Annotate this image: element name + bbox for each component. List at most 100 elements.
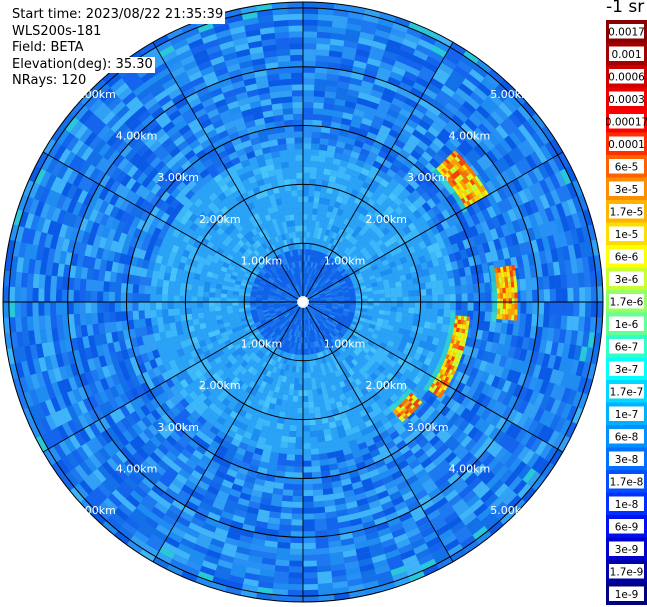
ppi-cell: [363, 322, 371, 328]
ppi-cell: [91, 312, 99, 325]
ppi-cell: [331, 292, 338, 296]
ppi-cell: [484, 251, 493, 263]
ppi-cell: [533, 211, 544, 226]
ppi-cell: [388, 320, 396, 327]
ppi-cell: [353, 164, 363, 173]
ppi-cell: [518, 267, 526, 280]
ppi-cell: [323, 277, 330, 283]
ppi-cell: [449, 302, 456, 310]
ppi-cell: [476, 199, 487, 212]
ppi-cell: [414, 295, 421, 302]
ppi-cell: [173, 288, 181, 296]
ppi-cell: [315, 61, 329, 68]
ppi-cell: [378, 289, 385, 294]
ppi-cell: [338, 129, 349, 138]
ppi-cell: [319, 458, 329, 466]
ppi-cell: [372, 140, 384, 150]
ppi-cell: [507, 195, 518, 209]
ppi-cell: [414, 160, 425, 171]
ppi-cell: [314, 518, 327, 526]
ppi-cell: [310, 288, 316, 294]
ppi-cell: [61, 289, 68, 302]
ppi-cell: [400, 128, 412, 140]
ppi-cell: [488, 92, 503, 107]
ppi-cell: [303, 595, 319, 603]
ppi-cell: [332, 268, 338, 275]
ppi-cell: [331, 306, 338, 310]
ppi-cell: [337, 276, 344, 282]
ppi-cell: [331, 21, 348, 29]
ppi-cell: [440, 219, 450, 230]
ppi-cell: [434, 180, 445, 191]
ppi-cell: [291, 407, 298, 414]
ppi-cell: [366, 227, 374, 236]
ppi-cell: [295, 372, 300, 379]
ppi-cell: [521, 254, 530, 267]
ppi-cell: [373, 298, 380, 302]
ppi-cell: [460, 122, 474, 136]
ppi-cell: [432, 242, 441, 252]
ppi-cell: [425, 228, 434, 238]
ppi-cell: [325, 262, 331, 269]
ppi-cell: [319, 144, 328, 151]
ppi-cell: [363, 276, 371, 282]
ppi-cell: [50, 302, 57, 316]
ppi-cell: [330, 311, 337, 315]
ppi-cell: [317, 155, 326, 163]
ppi-cell: [316, 429, 325, 437]
ppi-cell: [354, 225, 363, 234]
ppi-cell: [522, 172, 534, 188]
ppi-cell: [344, 304, 350, 307]
ppi-cell: [286, 454, 295, 461]
ppi-cell: [513, 128, 527, 143]
ppi-cell: [307, 294, 313, 299]
ppi-cell: [312, 262, 316, 269]
ppi-cell: [501, 344, 511, 357]
ppi-cell: [518, 348, 528, 362]
ppi-cell: [482, 136, 495, 151]
ppi-cell: [395, 183, 406, 193]
ppi-cell: [293, 478, 303, 485]
ppi-cell: [306, 279, 310, 285]
ppi-cell: [339, 160, 349, 168]
ppi-cell: [303, 254, 306, 261]
ppi-cell: [347, 220, 355, 228]
ppi-cell: [303, 466, 312, 473]
ppi-cell: [373, 218, 382, 228]
ppi-cell: [343, 40, 358, 49]
ppi-cell: [382, 319, 390, 325]
ppi-cell: [341, 52, 356, 61]
ppi-cell: [573, 287, 580, 302]
ppi-cell: [156, 286, 163, 295]
ppi-cell: [359, 285, 367, 290]
ppi-cell: [366, 100, 379, 110]
ppi-cell: [317, 258, 323, 265]
ppi-cell: [436, 201, 447, 213]
ppi-cell: [305, 249, 309, 256]
ppi-cell: [390, 311, 397, 317]
ppi-cell: [318, 197, 325, 205]
ppi-cell: [150, 278, 158, 287]
ppi-cell: [306, 273, 310, 279]
ppi-cell: [376, 23, 393, 34]
ppi-cell: [144, 302, 151, 311]
ppi-cell: [319, 259, 325, 266]
ppi-cell: [581, 256, 590, 273]
ppi-cell: [341, 230, 348, 238]
ppi-cell: [320, 282, 326, 288]
ppi-cell: [589, 317, 597, 333]
ppi-cell: [341, 270, 348, 277]
ppi-cell: [498, 236, 508, 249]
ppi-cell: [347, 228, 355, 236]
ppi-cell: [424, 130, 437, 142]
ppi-cell: [431, 258, 440, 267]
ppi-cell: [209, 287, 216, 293]
ppi-cell: [371, 316, 378, 322]
ppi-cell: [530, 350, 539, 365]
ppi-cell: [305, 243, 310, 250]
ppi-cell: [280, 506, 293, 514]
ppi-cell: [303, 143, 312, 150]
ppi-cell: [422, 212, 432, 222]
ppi-cell: [323, 198, 331, 206]
ppi-cell: [326, 304, 333, 307]
